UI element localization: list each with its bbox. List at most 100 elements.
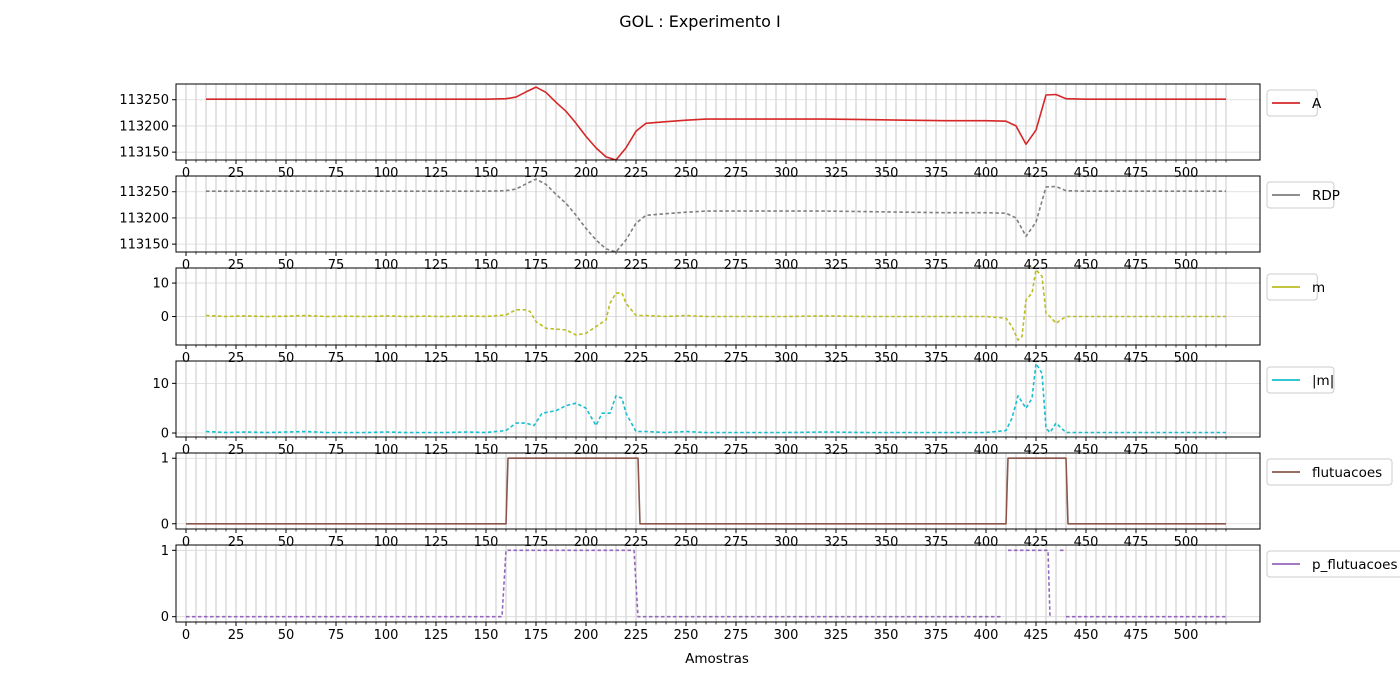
panel-1: 113150 113200 113250 0 25 50 75 100 125 150 175 200… [119, 83, 1322, 181]
y-tick-label: 113150 [119, 146, 169, 161]
x-tick-label: 500 [1174, 628, 1199, 643]
axes-frame [175, 267, 1261, 346]
x-tick-label: 500 [1174, 443, 1199, 458]
x-tick-label: 0 [182, 535, 190, 550]
axes-frame [175, 175, 1261, 253]
x-tick-label: 450 [1074, 443, 1099, 458]
x-tick-label: 400 [974, 166, 999, 181]
x-tick-label: 25 [228, 443, 245, 458]
x-tick-label: 250 [674, 351, 699, 366]
x-tick-label: 25 [228, 535, 245, 550]
x-tick-label: 300 [774, 628, 799, 643]
x-tick-label: 250 [674, 258, 699, 273]
x-tick-label: 125 [424, 258, 449, 273]
x-tick-label: 100 [374, 351, 399, 366]
axes-frame [175, 360, 1261, 438]
legend-label: flutuacoes [1312, 465, 1382, 481]
x-tick-label: 375 [924, 258, 949, 273]
x-tick-label: 350 [874, 628, 899, 643]
y-tick-label: 1 [161, 544, 169, 559]
x-tick-label: 250 [674, 628, 699, 643]
x-tick-label: 125 [424, 351, 449, 366]
x-tick-label: 300 [774, 258, 799, 273]
series-line-1 [206, 86, 1226, 160]
x-tick-label: 75 [328, 258, 345, 273]
x-tick-label: 150 [474, 535, 499, 550]
x-tick-label: 325 [824, 351, 849, 366]
x-tick-label: 450 [1074, 628, 1099, 643]
x-tick-label: 350 [874, 351, 899, 366]
series-line-6 [186, 549, 1226, 618]
x-tick-label: 0 [182, 258, 190, 273]
x-tick-label: 125 [424, 443, 449, 458]
x-tick-label: 275 [724, 166, 749, 181]
x-tick-label: 150 [474, 258, 499, 273]
x-tick-label: 50 [278, 351, 295, 366]
x-axis-label: Amostras [685, 651, 749, 667]
x-tick-label: 200 [574, 443, 599, 458]
x-tick-label: 175 [524, 443, 549, 458]
x-tick-label: 50 [278, 628, 295, 643]
legend-label: |m| [1312, 373, 1334, 389]
x-tick-label: 375 [924, 443, 949, 458]
legend-label: p_flutuacoes [1312, 557, 1398, 573]
x-tick-label: 450 [1074, 535, 1099, 550]
x-tick-label: 225 [624, 166, 649, 181]
series-line-2 [206, 178, 1226, 252]
x-tick-label: 425 [1024, 443, 1049, 458]
x-tick-label: 450 [1074, 166, 1099, 181]
x-tick-label: 425 [1024, 258, 1049, 273]
x-tick-label: 200 [574, 351, 599, 366]
axes-frame [175, 83, 1261, 161]
x-tick-label: 75 [328, 628, 345, 643]
panel-2: 113150 113200 113250 0 25 50 75 100 125 150 175 200… [119, 175, 1340, 273]
x-tick-label: 350 [874, 258, 899, 273]
x-tick-label: 225 [624, 443, 649, 458]
x-tick-label: 475 [1124, 535, 1149, 550]
x-tick-label: 300 [774, 166, 799, 181]
y-tick-label: 10 [152, 377, 169, 392]
x-tick-label: 325 [824, 535, 849, 550]
x-tick-label: 475 [1124, 166, 1149, 181]
x-tick-label: 400 [974, 535, 999, 550]
x-tick-label: 175 [524, 351, 549, 366]
x-tick-label: 25 [228, 351, 245, 366]
legend-frame [1266, 366, 1335, 394]
x-tick-label: 175 [524, 628, 549, 643]
x-tick-label: 375 [924, 535, 949, 550]
x-tick-label: 125 [424, 628, 449, 643]
x-tick-label: 450 [1074, 258, 1099, 273]
x-tick-label: 175 [524, 535, 549, 550]
y-tick-label: 0 [161, 427, 169, 442]
x-tick-label: 275 [724, 535, 749, 550]
x-tick-label: 25 [228, 628, 245, 643]
x-tick-label: 450 [1074, 351, 1099, 366]
x-tick-label: 200 [574, 535, 599, 550]
x-tick-label: 225 [624, 351, 649, 366]
x-tick-label: 75 [328, 166, 345, 181]
x-tick-label: 425 [1024, 535, 1049, 550]
x-tick-label: 400 [974, 351, 999, 366]
x-tick-label: 425 [1024, 628, 1049, 643]
x-tick-label: 0 [182, 166, 190, 181]
x-tick-label: 475 [1124, 258, 1149, 273]
x-tick-label: 325 [824, 258, 849, 273]
x-tick-label: 0 [182, 628, 190, 643]
x-tick-label: 100 [374, 443, 399, 458]
x-tick-label: 175 [524, 166, 549, 181]
x-tick-label: 300 [774, 535, 799, 550]
x-tick-label: 500 [1174, 351, 1199, 366]
y-tick-label: 113150 [119, 238, 169, 253]
x-tick-label: 75 [328, 351, 345, 366]
x-tick-label: 100 [374, 628, 399, 643]
x-tick-label: 125 [424, 166, 449, 181]
y-tick-label: 0 [161, 517, 169, 532]
x-tick-label: 200 [574, 628, 599, 643]
x-tick-label: 50 [278, 258, 295, 273]
legend-label: RDP [1312, 188, 1340, 204]
x-tick-label: 425 [1024, 351, 1049, 366]
